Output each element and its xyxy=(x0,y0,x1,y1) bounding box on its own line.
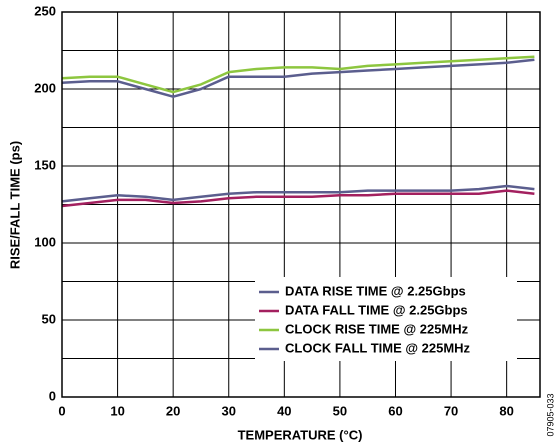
x-tick-label: 10 xyxy=(110,403,124,418)
y-tick-label: 150 xyxy=(34,157,56,172)
series-line xyxy=(61,58,535,98)
x-tick-label: 70 xyxy=(444,403,458,418)
x-tick-label: 20 xyxy=(166,403,180,418)
series-line xyxy=(61,189,535,208)
y-tick-label: 100 xyxy=(34,234,56,249)
x-tick-label: 0 xyxy=(58,403,65,418)
legend-label: DATA FALL TIME @ 2.25Gbps xyxy=(285,302,468,317)
x-tick-label: 80 xyxy=(499,403,513,418)
y-axis-title: RISE/FALL TIME (ps) xyxy=(7,141,22,269)
plot-border xyxy=(61,11,541,398)
x-tick-label: 40 xyxy=(277,403,291,418)
y-tick-label: 250 xyxy=(34,3,56,18)
legend-label: CLOCK FALL TIME @ 225MHz xyxy=(285,340,471,355)
legend-box xyxy=(255,277,517,361)
x-axis-title: TEMPERATURE (°C) xyxy=(238,427,363,442)
x-tick-label: 30 xyxy=(222,403,236,418)
series-line xyxy=(61,55,535,94)
figure-id: 07905-033 xyxy=(545,393,555,436)
series-line xyxy=(61,184,535,203)
y-tick-label: 200 xyxy=(34,80,56,95)
y-tick-label: 50 xyxy=(42,311,56,326)
legend-label: DATA RISE TIME @ 2.25Gbps xyxy=(285,283,466,298)
y-tick-label: 0 xyxy=(49,388,56,403)
legend-label: CLOCK RISE TIME @ 225MHz xyxy=(285,321,469,336)
x-tick-label: 60 xyxy=(388,403,402,418)
x-tick-label: 50 xyxy=(333,403,347,418)
